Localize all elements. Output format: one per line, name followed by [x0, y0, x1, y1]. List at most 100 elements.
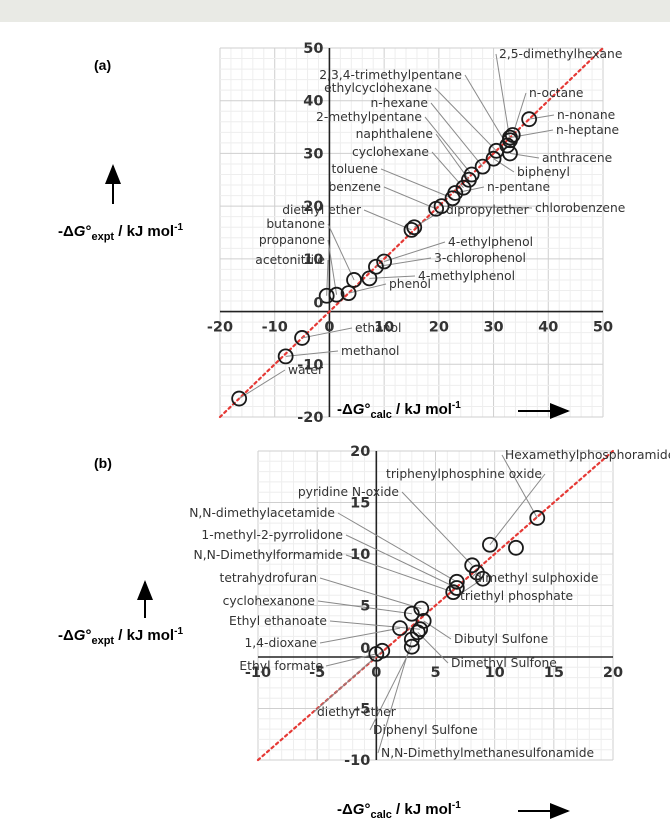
data-point [504, 127, 521, 143]
data-point [445, 584, 462, 601]
data-point [318, 287, 335, 304]
leader-line [319, 627, 401, 644]
leader-line [317, 600, 412, 615]
leader-line [326, 259, 329, 296]
x-tick-label: -5 [309, 665, 325, 681]
leader-line [345, 534, 458, 589]
data-point [361, 270, 378, 287]
top-bar [0, 0, 670, 22]
point-label: cyclohexane [352, 145, 429, 159]
leader-line [441, 205, 533, 209]
point-label: triethyl phosphate [460, 589, 573, 603]
y-tick-label: 10 [303, 252, 323, 268]
data-point [415, 613, 432, 629]
data-point [294, 330, 310, 346]
point-label: diethyl ether [282, 203, 362, 217]
x-tick-label: 30 [483, 320, 503, 336]
point-label: dimethyl sulphoxide [474, 571, 598, 585]
point-label: Dimethyl Sulfone [451, 656, 557, 670]
leader-line [430, 102, 484, 167]
point-label: 2,3,4-trimethylpentane [319, 68, 462, 82]
y-tick-label: 20 [303, 199, 323, 215]
point-label: triphenylphosphine oxide [386, 467, 542, 481]
x-tick-label: -20 [207, 320, 233, 336]
leader-line [383, 241, 446, 262]
leader-line [380, 168, 453, 199]
x-tick-label: 10 [374, 320, 394, 336]
data-point [474, 158, 491, 175]
y-tick-label: 10 [350, 547, 370, 563]
point-label: water [288, 363, 324, 377]
data-point [448, 580, 465, 596]
leader-line [238, 369, 286, 399]
y-tick-label: 0 [313, 296, 323, 312]
point-label: n-heptane [556, 123, 619, 137]
xlabel-a: -ΔG°calc / kJ mol-1 [337, 400, 461, 421]
data-point [485, 150, 502, 167]
data-point [447, 185, 464, 201]
leader-line [285, 350, 339, 357]
point-label: chlorobenzene [535, 201, 625, 215]
point-label: pyridine N-oxide [298, 485, 399, 499]
data-point [448, 573, 465, 590]
point-label: 1,4-dioxane [244, 636, 317, 650]
panel-b-label: (b) [94, 455, 112, 471]
y-tick-label: 30 [303, 146, 323, 162]
data-point [413, 600, 430, 617]
point-label: 4-ethylphenol [448, 235, 533, 249]
point-label: 4-methylphenol [418, 269, 515, 283]
leader-line [424, 116, 473, 175]
data-point [502, 129, 518, 146]
point-label: n-nonane [557, 108, 615, 122]
leader-line [327, 223, 355, 281]
data-point [403, 638, 420, 655]
leader-line [327, 239, 338, 295]
leader-line [401, 491, 473, 566]
data-point [231, 390, 248, 407]
data-point [482, 536, 498, 553]
y-tick-label: -10 [344, 753, 370, 769]
leader-line [375, 257, 432, 268]
point-label: n-octane [529, 86, 583, 100]
leader-line [377, 639, 413, 754]
x-tick-label: -10 [262, 320, 288, 336]
data-point [406, 219, 423, 236]
data-point [328, 286, 345, 303]
point-label: biphenyl [517, 165, 570, 179]
point-label: benzene [328, 180, 381, 194]
point-label: methanol [341, 344, 399, 358]
leader-line [434, 87, 497, 152]
point-label: 3-chlorophenol [434, 251, 526, 265]
data-point [376, 253, 393, 270]
leader-line [423, 620, 452, 640]
y-tick-label: 15 [350, 496, 370, 512]
point-label: 2-methylpentane [316, 110, 422, 124]
leader-line [529, 114, 555, 120]
data-point [392, 620, 408, 637]
x-tick-label: 0 [371, 665, 381, 681]
point-label: n-hexane [370, 96, 428, 110]
leader-line [435, 133, 470, 181]
data-point [340, 285, 357, 302]
point-label: propanone [259, 233, 325, 247]
leader-line [325, 653, 377, 667]
leader-line [337, 512, 458, 583]
x-tick-label: 20 [429, 320, 449, 336]
y-tick-label: -5 [354, 702, 370, 718]
x-tick-label: 0 [324, 320, 334, 336]
point-label: Hexamethylphosphoramide [505, 448, 670, 462]
data-point [346, 272, 362, 288]
chart-b: Ethyl formate diethyl ether 1,4-dioxane Dip… [189, 444, 670, 769]
data-point [508, 539, 524, 556]
point-label: N,N-Dimethylmethanesulfonamide [381, 746, 594, 760]
y-tick-label: 0 [360, 641, 370, 657]
y-tick-label: 50 [303, 41, 323, 57]
data-point [529, 510, 546, 526]
data-point [521, 111, 538, 128]
x-tick-label: 20 [603, 665, 623, 681]
data-point [403, 221, 420, 238]
point-label: cyclohexanone [223, 594, 315, 608]
point-label: 1-methyl-2-pyrrolidone [201, 528, 343, 542]
leader-line [493, 158, 515, 173]
